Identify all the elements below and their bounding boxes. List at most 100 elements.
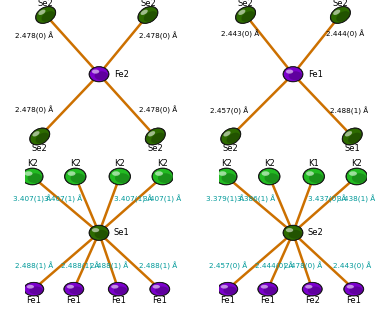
Ellipse shape [114,286,127,294]
Text: Fe1: Fe1 [152,296,167,305]
Text: K2: K2 [264,159,275,168]
Ellipse shape [111,285,118,289]
Ellipse shape [258,168,281,185]
Ellipse shape [65,168,86,185]
Ellipse shape [352,173,367,183]
Ellipse shape [283,225,303,241]
Text: 3.437(0) Å: 3.437(0) Å [308,195,346,203]
Text: 2.444(0) Å: 2.444(0) Å [254,261,293,269]
Text: K2: K2 [27,159,38,168]
Ellipse shape [138,7,158,23]
Ellipse shape [149,282,170,296]
Text: Se2: Se2 [332,0,348,8]
Ellipse shape [24,282,44,296]
Ellipse shape [38,10,45,15]
Ellipse shape [215,168,238,185]
Ellipse shape [259,168,279,185]
Ellipse shape [89,225,109,240]
Ellipse shape [35,6,56,24]
Ellipse shape [258,282,278,296]
Text: Fe2: Fe2 [114,70,129,79]
Ellipse shape [109,168,131,185]
Ellipse shape [331,7,350,23]
Text: Fe1: Fe1 [346,296,361,305]
Text: 2.457(0) Å: 2.457(0) Å [209,261,247,269]
Ellipse shape [223,286,237,294]
Text: Fe1: Fe1 [26,296,41,305]
Text: K2: K2 [70,159,81,168]
Text: 2.488(1) Å: 2.488(1) Å [61,261,99,269]
Ellipse shape [138,6,158,24]
Ellipse shape [92,69,99,74]
Text: Fe1: Fe1 [111,296,126,305]
Ellipse shape [227,133,240,143]
Text: 3.379(1) Å: 3.379(1) Å [206,195,244,203]
Ellipse shape [263,286,277,294]
Text: Se2: Se2 [238,0,254,8]
Ellipse shape [67,285,74,289]
Text: Se2: Se2 [147,144,163,153]
Ellipse shape [330,6,351,24]
Ellipse shape [221,173,236,183]
Ellipse shape [69,286,83,294]
Ellipse shape [115,173,129,183]
Ellipse shape [36,7,55,23]
Ellipse shape [27,285,34,289]
Ellipse shape [89,225,109,241]
Text: K2: K2 [114,159,125,168]
Ellipse shape [286,228,293,232]
Text: 2.478(0) Å: 2.478(0) Å [15,106,53,114]
Ellipse shape [303,168,324,185]
Ellipse shape [286,69,293,74]
Text: 2.478(0) Å: 2.478(0) Å [139,106,177,114]
Ellipse shape [21,168,44,185]
Ellipse shape [29,127,50,145]
Ellipse shape [343,282,364,296]
Text: Fe2: Fe2 [305,296,320,305]
Text: Fe1: Fe1 [308,70,323,79]
Ellipse shape [151,133,165,143]
Ellipse shape [219,171,227,176]
Ellipse shape [303,282,322,296]
Ellipse shape [348,133,361,143]
Ellipse shape [283,225,303,240]
Ellipse shape [89,67,109,82]
Text: Se2: Se2 [32,144,47,153]
Ellipse shape [155,171,163,176]
Text: Se2: Se2 [38,0,54,8]
Ellipse shape [220,127,241,145]
Ellipse shape [349,286,363,294]
Ellipse shape [30,128,49,145]
Ellipse shape [309,173,323,183]
Ellipse shape [308,286,321,294]
Ellipse shape [29,286,43,294]
Ellipse shape [236,7,255,23]
Ellipse shape [152,285,160,289]
Ellipse shape [241,11,255,22]
Text: 3.407(1) Å: 3.407(1) Å [44,195,83,203]
Ellipse shape [349,171,357,176]
Text: Se2: Se2 [308,228,323,237]
Ellipse shape [89,66,109,82]
Ellipse shape [336,11,350,22]
Ellipse shape [283,66,303,82]
Ellipse shape [345,168,368,185]
Text: 2.443(0) Å: 2.443(0) Å [221,30,259,38]
Ellipse shape [342,127,363,145]
Text: 2.444(0) Å: 2.444(0) Å [326,30,364,38]
Ellipse shape [94,230,108,239]
Ellipse shape [71,173,85,183]
Ellipse shape [223,131,230,136]
Ellipse shape [218,282,238,296]
Ellipse shape [152,168,174,185]
Text: 2.478(0) Å: 2.478(0) Å [284,261,323,269]
Text: 2.478(0) Å: 2.478(0) Å [139,32,177,40]
Ellipse shape [258,282,278,296]
Ellipse shape [302,282,323,296]
Text: 3.407(1) Å: 3.407(1) Å [13,195,52,203]
Text: Fe1: Fe1 [66,296,81,305]
Text: Se2: Se2 [140,0,156,8]
Ellipse shape [265,173,279,183]
Text: 2.457(0) Å: 2.457(0) Å [210,107,249,115]
Ellipse shape [150,282,169,296]
